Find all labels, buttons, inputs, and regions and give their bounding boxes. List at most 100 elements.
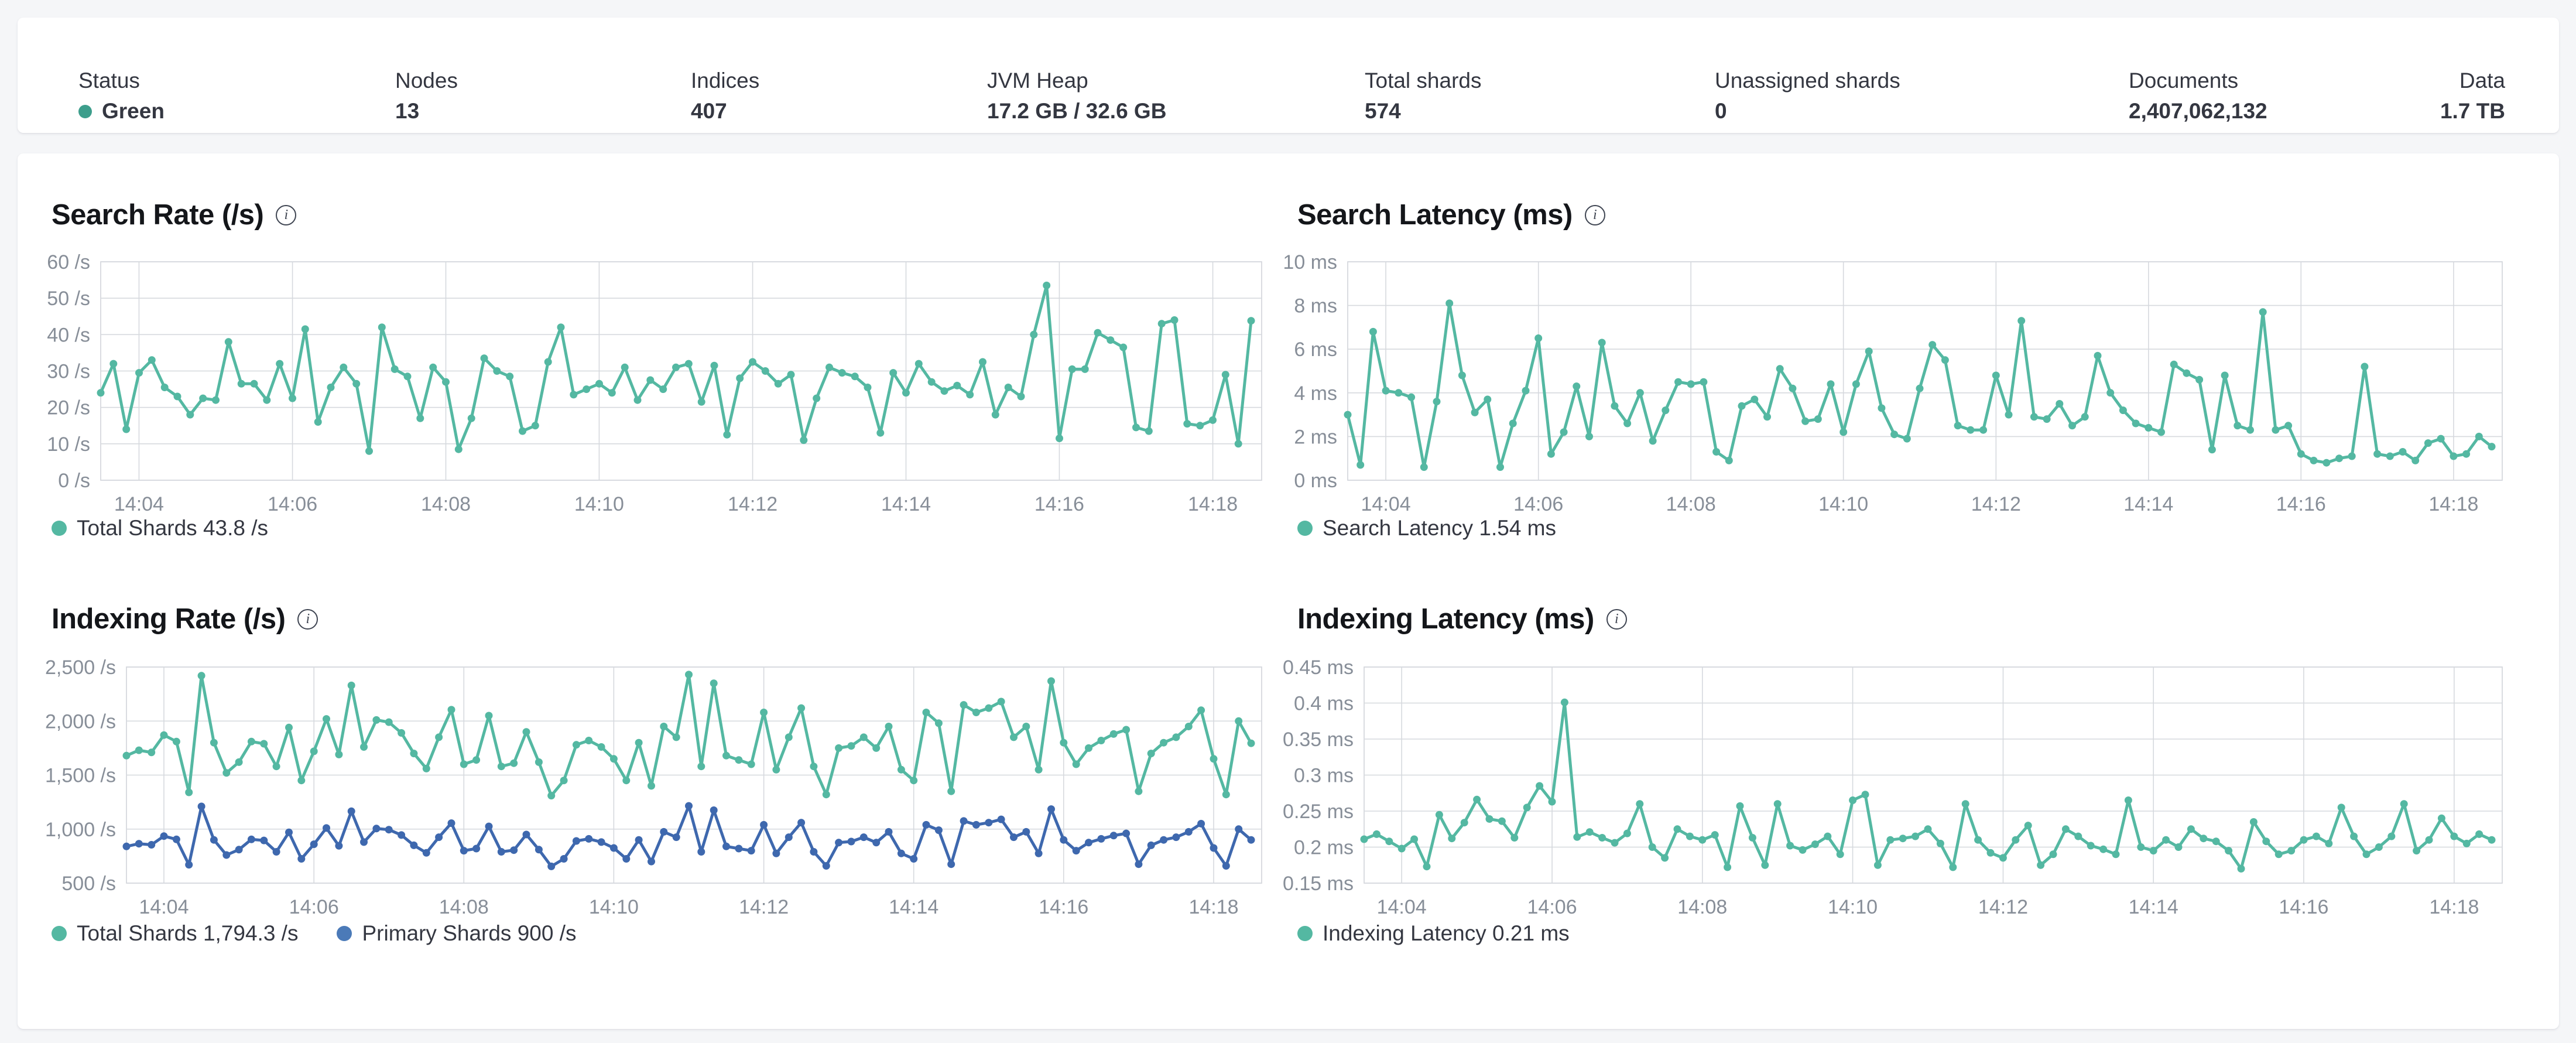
svg-text:14:16: 14:16	[1039, 896, 1088, 918]
legend-item[interactable]: Total Shards 1,794.3 /s	[52, 919, 298, 948]
svg-text:30 /s: 30 /s	[47, 361, 90, 383]
svg-text:14:04: 14:04	[1361, 493, 1411, 515]
stat-indices: Indices 407	[691, 68, 759, 124]
cluster-summary-bar: Status Green Nodes 13 Indices 407 JVM He…	[18, 18, 2559, 133]
info-icon[interactable]	[276, 204, 297, 225]
svg-text:0.35 ms: 0.35 ms	[1283, 729, 1354, 751]
info-icon[interactable]	[297, 608, 318, 630]
stat-label: Data	[2459, 69, 2505, 93]
svg-text:14:08: 14:08	[1666, 493, 1716, 515]
svg-text:0.3 ms: 0.3 ms	[1294, 765, 1354, 787]
svg-text:14:14: 14:14	[2123, 493, 2173, 515]
svg-text:20 /s: 20 /s	[47, 397, 90, 419]
svg-text:14:08: 14:08	[439, 896, 489, 918]
search-latency-chart[interactable]: 0 ms 2 ms 4 ms 6 ms 8 ms 10 ms 14:04 14:06 14:08…	[1282, 241, 2523, 517]
stat-unassigned-shards: Unassigned shards 0	[1715, 68, 1900, 124]
stat-label: Total shards	[1365, 69, 1482, 93]
stat-label: Unassigned shards	[1715, 69, 1900, 93]
legend-item[interactable]: Primary Shards 900 /s	[337, 919, 577, 948]
legend-dot-icon	[1297, 926, 1313, 941]
stat-value: 17.2 GB / 32.6 GB	[987, 99, 1167, 123]
search-latency-legend: Search Latency 1.54 ms	[1297, 514, 1556, 542]
svg-text:1,000 /s: 1,000 /s	[45, 819, 116, 841]
svg-text:14:06: 14:06	[268, 493, 317, 515]
legend-dot-icon	[52, 521, 67, 536]
svg-text:10 ms: 10 ms	[1283, 251, 1337, 273]
svg-text:0.25 ms: 0.25 ms	[1283, 801, 1354, 823]
svg-text:14:18: 14:18	[1188, 896, 1238, 918]
svg-text:0 /s: 0 /s	[58, 470, 90, 492]
svg-text:4 ms: 4 ms	[1294, 382, 1337, 405]
stat-value: 574	[1365, 99, 1401, 123]
indexing-latency-chart[interactable]: 0.15 ms 0.2 ms 0.25 ms 0.3 ms 0.35 ms 0.4 ms 0…	[1282, 647, 2523, 922]
search-rate-title-row: Search Rate (/s)	[52, 197, 297, 233]
legend-item[interactable]: Search Latency 1.54 ms	[1297, 514, 1556, 542]
indexing-latency-legend: Indexing Latency 0.21 ms	[1297, 919, 1570, 948]
svg-text:14:06: 14:06	[1527, 896, 1577, 918]
search-rate-chart[interactable]: 0 /s 10 /s 20 /s 30 /s 40 /s 50 /s 60 /s 14:04 1…	[35, 241, 1265, 517]
health-dot-icon	[78, 104, 92, 118]
stat-total-shards: Total shards 574	[1365, 68, 1482, 124]
svg-text:0.4 ms: 0.4 ms	[1294, 693, 1354, 715]
chart-title: Indexing Latency (ms)	[1297, 603, 1594, 635]
stat-value: 1.7 TB	[2440, 99, 2505, 123]
svg-text:0.2 ms: 0.2 ms	[1294, 837, 1354, 859]
svg-text:60 /s: 60 /s	[47, 251, 90, 273]
legend-label: Total Shards 43.8 /s	[77, 516, 269, 540]
stat-value: Green	[78, 98, 165, 124]
stat-label: Status	[78, 69, 140, 93]
legend-label: Indexing Latency 0.21 ms	[1323, 921, 1570, 945]
svg-text:14:12: 14:12	[1978, 896, 2028, 918]
svg-text:14:18: 14:18	[2429, 896, 2479, 918]
legend-dot-icon	[52, 926, 67, 941]
stat-label: JVM Heap	[987, 69, 1088, 93]
stat-value: 0	[1715, 99, 1727, 123]
stat-label: Indices	[691, 69, 760, 93]
legend-item[interactable]: Indexing Latency 0.21 ms	[1297, 919, 1570, 948]
svg-text:2,500 /s: 2,500 /s	[45, 656, 116, 679]
search-rate-legend: Total Shards 43.8 /s	[52, 514, 268, 542]
svg-text:14:06: 14:06	[1513, 493, 1563, 515]
legend-dot-icon	[337, 926, 352, 941]
svg-text:14:08: 14:08	[421, 493, 471, 515]
indexing-rate-title-row: Indexing Rate (/s)	[52, 601, 318, 637]
stat-label: Documents	[2129, 69, 2239, 93]
svg-text:14:18: 14:18	[2428, 493, 2478, 515]
stat-status: Status Green	[78, 68, 165, 124]
legend-label: Primary Shards 900 /s	[362, 921, 577, 945]
svg-text:14:12: 14:12	[739, 896, 789, 918]
svg-text:14:14: 14:14	[881, 493, 931, 515]
svg-text:0.45 ms: 0.45 ms	[1283, 656, 1354, 679]
chart-title: Search Rate (/s)	[52, 199, 264, 231]
svg-text:14:10: 14:10	[574, 493, 624, 515]
svg-text:14:04: 14:04	[114, 493, 164, 515]
stat-label: Nodes	[395, 69, 458, 93]
chart-title: Indexing Rate (/s)	[52, 603, 286, 635]
svg-text:14:12: 14:12	[1971, 493, 2021, 515]
legend-dot-icon	[1297, 521, 1313, 536]
svg-text:14:08: 14:08	[1677, 896, 1727, 918]
indexing-latency-title-row: Indexing Latency (ms)	[1297, 601, 1627, 637]
svg-text:0.15 ms: 0.15 ms	[1283, 873, 1354, 895]
svg-text:50 /s: 50 /s	[47, 288, 90, 310]
indexing-rate-legend: Total Shards 1,794.3 /s Primary Shards 90…	[52, 919, 577, 948]
svg-text:14:16: 14:16	[1034, 493, 1084, 515]
svg-text:14:10: 14:10	[1818, 493, 1868, 515]
svg-text:2,000 /s: 2,000 /s	[45, 710, 116, 733]
svg-text:1,500 /s: 1,500 /s	[45, 765, 116, 787]
stat-documents: Documents 2,407,062,132	[2129, 68, 2267, 124]
svg-text:14:04: 14:04	[139, 896, 189, 918]
legend-item[interactable]: Total Shards 43.8 /s	[52, 514, 268, 542]
stat-nodes: Nodes 13	[395, 68, 458, 124]
svg-text:14:04: 14:04	[1377, 896, 1427, 918]
svg-text:6 ms: 6 ms	[1294, 338, 1337, 361]
stat-jvm-heap: JVM Heap 17.2 GB / 32.6 GB	[987, 68, 1166, 124]
status-text: Green	[102, 99, 165, 123]
info-icon[interactable]	[1606, 608, 1627, 630]
indexing-rate-chart[interactable]: 500 /s 1,000 /s 1,500 /s 2,000 /s 2,500 /s 14…	[35, 647, 1265, 922]
svg-text:2 ms: 2 ms	[1294, 426, 1337, 448]
legend-label: Search Latency 1.54 ms	[1323, 516, 1556, 540]
info-icon[interactable]	[1584, 204, 1605, 225]
svg-text:14:14: 14:14	[2129, 896, 2178, 918]
